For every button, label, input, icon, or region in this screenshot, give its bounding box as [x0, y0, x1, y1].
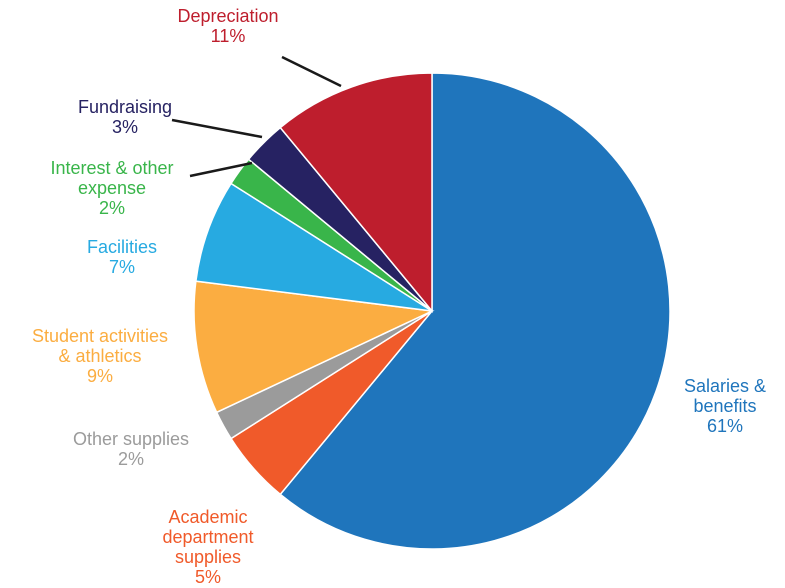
slice-value-label: 2%	[99, 198, 125, 218]
slice-value-label: 9%	[87, 366, 113, 386]
slice-value-label: 2%	[118, 449, 144, 469]
slice-category-label: Academic	[168, 507, 247, 527]
slice-category-label: Salaries &	[684, 376, 766, 396]
slice-category-label: expense	[78, 178, 146, 198]
slice-label-4: Facilities 7%	[87, 237, 157, 277]
slice-value-label: 61%	[707, 416, 743, 436]
slice-category-label: Fundraising	[78, 97, 172, 117]
slice-category-label: Other supplies	[73, 429, 189, 449]
slice-value-label: 5%	[195, 567, 221, 587]
slice-value-label: 11%	[211, 26, 246, 46]
slice-value-label: 3%	[112, 117, 138, 137]
slice-label-3: Student activities & athletics 9%	[32, 326, 168, 386]
slice-label-6: Fundraising 3%	[78, 97, 172, 137]
slice-label-2: Other supplies 2%	[73, 429, 189, 469]
slice-label-0: Salaries & benefits 61%	[684, 376, 766, 436]
slice-category-label: Facilities	[87, 237, 157, 257]
slice-label-5: Interest & other expense 2%	[50, 158, 173, 218]
leader-line-7	[281, 55, 342, 88]
slice-label-1: Academic department supplies 5%	[162, 507, 253, 587]
slice-category-label: department	[162, 527, 253, 547]
slice-category-label: Interest & other	[50, 158, 173, 178]
slice-category-label: benefits	[693, 396, 756, 416]
pie-slice-7	[279, 72, 433, 314]
slice-category-label: & athletics	[58, 346, 141, 366]
slice-label-7: Depreciation 11%	[177, 6, 278, 46]
slice-category-label: Student activities	[32, 326, 168, 346]
slice-category-label: supplies	[175, 547, 241, 567]
slice-category-label: Depreciation	[177, 6, 278, 26]
pie-slice-0	[279, 72, 671, 550]
leader-line-6	[171, 118, 263, 139]
pie-slice-3	[193, 280, 435, 414]
leader-line-5	[189, 161, 253, 178]
slice-value-label: 7%	[109, 257, 135, 277]
pie-slice-4	[195, 182, 433, 312]
